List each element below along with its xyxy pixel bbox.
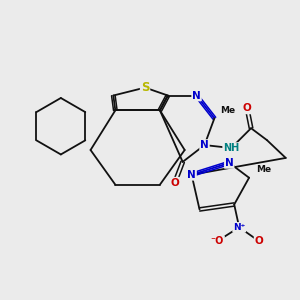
Text: O: O [255, 236, 263, 246]
Text: N⁺: N⁺ [233, 223, 245, 232]
Text: N: N [225, 158, 234, 168]
Text: S: S [141, 81, 149, 94]
Text: O: O [170, 178, 179, 188]
Text: Me: Me [256, 165, 272, 174]
Text: O: O [243, 103, 251, 113]
Text: N: N [192, 91, 201, 100]
Text: Me: Me [220, 106, 235, 115]
Text: NH: NH [223, 143, 239, 153]
Text: ⁻O: ⁻O [211, 236, 224, 246]
Text: N: N [200, 140, 209, 150]
Text: N: N [187, 170, 196, 180]
